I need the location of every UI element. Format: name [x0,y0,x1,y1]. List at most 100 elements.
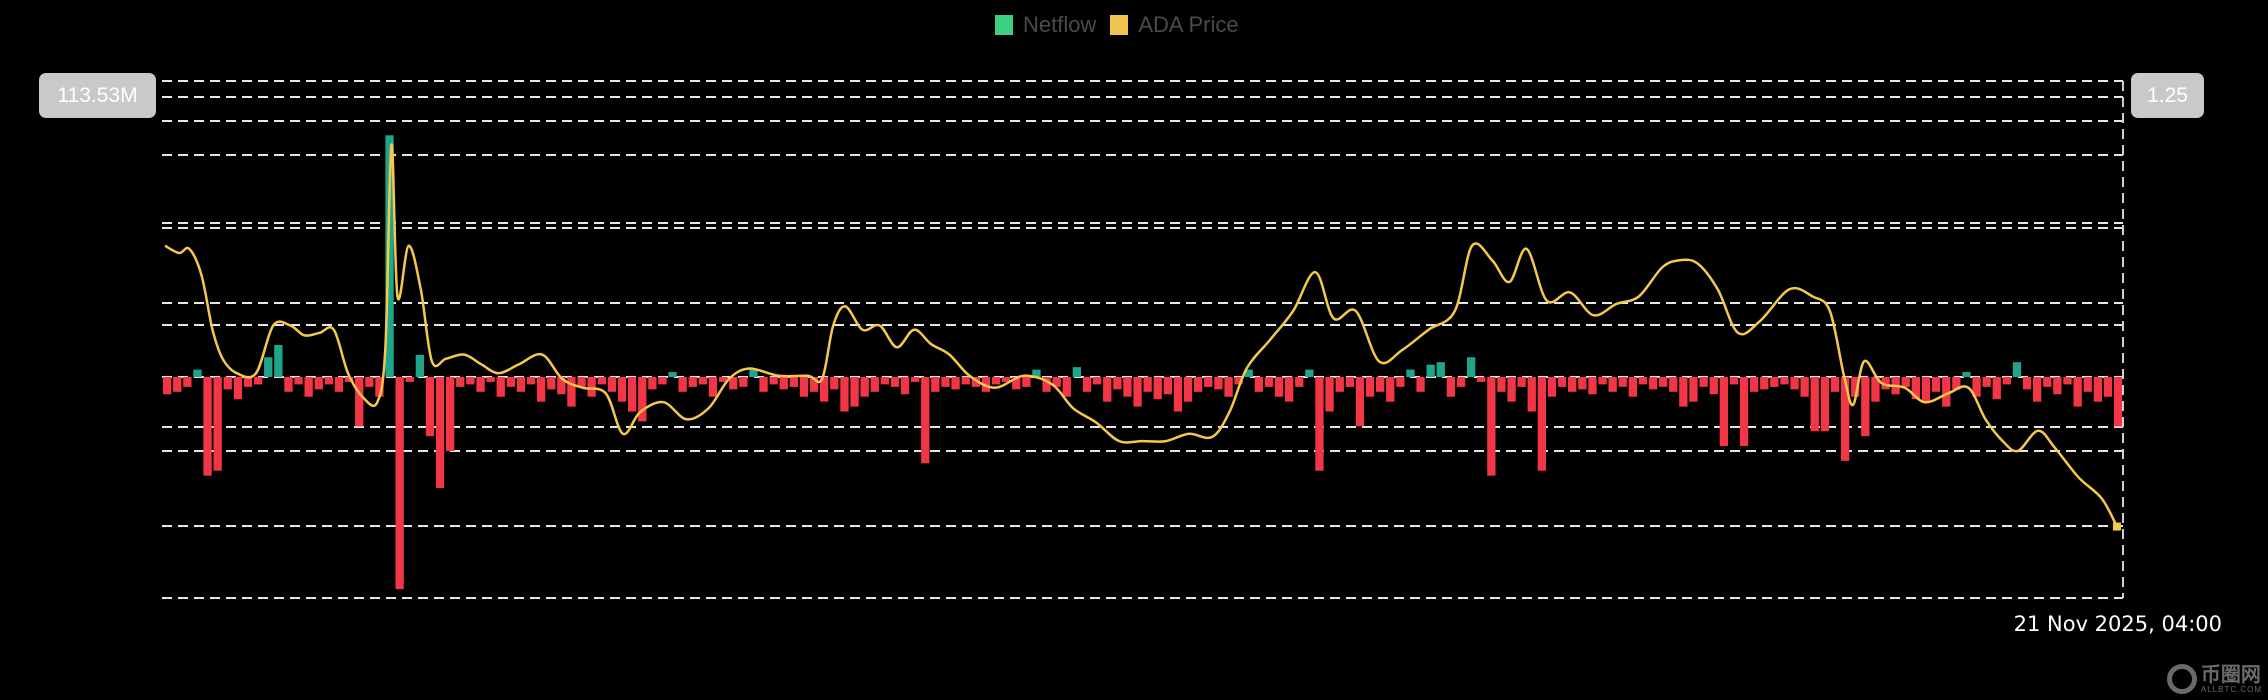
netflow-bar-negative[interactable] [173,377,182,392]
netflow-bar-negative[interactable] [304,377,313,397]
netflow-bar-negative[interactable] [547,377,556,390]
netflow-bar-negative[interactable] [1669,377,1678,392]
netflow-bar-negative[interactable] [769,377,778,385]
netflow-bar-negative[interactable] [708,377,718,397]
netflow-bar-negative[interactable] [1911,377,1920,400]
netflow-bar-negative[interactable] [1113,377,1122,390]
netflow-bar-negative[interactable] [648,377,657,390]
netflow-bar-negative[interactable] [961,377,970,385]
netflow-bar-negative[interactable] [809,377,819,392]
netflow-bar-negative[interactable] [830,377,839,390]
netflow-bar-negative[interactable] [435,377,445,488]
netflow-bar-negative[interactable] [2103,377,2113,397]
netflow-bar-positive[interactable] [264,357,273,377]
netflow-bar-positive[interactable] [274,344,283,377]
netflow-bar-negative[interactable] [1123,377,1132,397]
netflow-bar-negative[interactable] [971,377,980,387]
netflow-bar-positive[interactable] [1436,362,1445,377]
netflow-bar-negative[interactable] [2043,377,2052,387]
netflow-bar-negative[interactable] [254,377,263,385]
netflow-bar-negative[interactable] [526,377,536,385]
netflow-bar-negative[interactable] [860,377,869,397]
netflow-bar-negative[interactable] [1739,377,1749,447]
netflow-bar-positive[interactable] [193,369,202,377]
netflow-bar-negative[interactable] [1588,377,1597,395]
netflow-bar-positive[interactable] [1467,357,1476,377]
netflow-bar-negative[interactable] [1315,377,1324,471]
netflow-bar-negative[interactable] [324,377,333,385]
netflow-bar-negative[interactable] [2022,377,2032,390]
netflow-bar-negative[interactable] [597,377,606,385]
netflow-bar-negative[interactable] [1446,377,1455,397]
netflow-bar-negative[interactable] [759,377,768,392]
netflow-bar-negative[interactable] [1800,377,1809,397]
netflow-bar-negative[interactable] [1042,377,1051,392]
netflow-bar-negative[interactable] [628,377,637,412]
netflow-bar-negative[interactable] [1204,377,1213,387]
netflow-bar-negative[interactable] [1578,377,1587,390]
netflow-bar-negative[interactable] [1376,377,1385,392]
netflow-bar-negative[interactable] [1163,377,1172,395]
netflow-bar-negative[interactable] [799,377,809,397]
netflow-bar-negative[interactable] [688,377,697,387]
netflow-bar-negative[interactable] [2033,377,2042,402]
netflow-bar-negative[interactable] [1133,377,1142,407]
netflow-bar-negative[interactable] [1982,377,1991,387]
netflow-bar-positive[interactable] [1244,369,1253,377]
netflow-bar-negative[interactable] [1598,377,1607,385]
netflow-bar-negative[interactable] [1153,377,1162,400]
netflow-bar-negative[interactable] [1931,377,1941,392]
netflow-bar-positive[interactable] [1426,364,1435,377]
netflow-bar-negative[interactable] [1608,377,1617,392]
netflow-bar-negative[interactable] [1750,377,1759,392]
netflow-bar-negative[interactable] [1386,377,1395,402]
netflow-bar-negative[interactable] [1234,377,1243,385]
netflow-bar-negative[interactable] [1285,377,1294,402]
netflow-bar-negative[interactable] [456,377,465,387]
netflow-bar-negative[interactable] [779,377,788,390]
netflow-bar-negative[interactable] [1022,377,1031,387]
netflow-bar-negative[interactable] [2113,377,2123,427]
netflow-bar-negative[interactable] [2073,377,2082,407]
netflow-bar-negative[interactable] [425,377,435,437]
netflow-bar-negative[interactable] [1517,377,1526,387]
netflow-bar-negative[interactable] [2053,377,2062,395]
netflow-bar-negative[interactable] [1628,377,1637,397]
netflow-bar-positive[interactable] [415,354,424,377]
netflow-bar-negative[interactable] [1841,377,1850,461]
netflow-bar-negative[interactable] [1183,377,1193,402]
netflow-bar-negative[interactable] [537,377,546,402]
netflow-bar-negative[interactable] [981,377,991,392]
netflow-bar-negative[interactable] [233,377,243,400]
netflow-bar-negative[interactable] [375,377,384,397]
netflow-bar-negative[interactable] [466,377,475,385]
netflow-bar-positive[interactable] [1072,367,1081,377]
netflow-bar-negative[interactable] [1861,377,1870,437]
netflow-bar-negative[interactable] [911,377,920,382]
netflow-bar-negative[interactable] [658,377,667,385]
netflow-bar-negative[interactable] [1274,377,1284,397]
netflow-bar-negative[interactable] [1416,377,1425,392]
netflow-bar-negative[interactable] [870,377,879,392]
netflow-bar-negative[interactable] [1335,377,1344,392]
netflow-bar-negative[interactable] [2002,377,2011,385]
netflow-bar-negative[interactable] [1992,377,2001,400]
netflow-bar-negative[interactable] [1871,377,1880,402]
netflow-bar-negative[interactable] [1830,377,1840,392]
netflow-bar-negative[interactable] [1810,377,1819,432]
netflow-bar-negative[interactable] [678,377,687,392]
netflow-bar-negative[interactable] [1679,377,1688,407]
netflow-bar-negative[interactable] [1103,377,1112,402]
netflow-bar-negative[interactable] [1921,377,1931,402]
netflow-bar-negative[interactable] [698,377,707,385]
netflow-bar-negative[interactable] [587,377,596,397]
netflow-bar-negative[interactable] [1638,377,1648,385]
netflow-bar-negative[interactable] [1264,377,1274,387]
netflow-bar-negative[interactable] [2063,377,2072,385]
netflow-bar-negative[interactable] [1507,377,1516,402]
netflow-bar-negative[interactable] [1487,377,1496,476]
netflow-bar-positive[interactable] [1406,369,1415,377]
netflow-bar-positive[interactable] [1962,372,1971,377]
netflow-bar-negative[interactable] [577,377,586,387]
netflow-bar-negative[interactable] [1194,377,1203,392]
